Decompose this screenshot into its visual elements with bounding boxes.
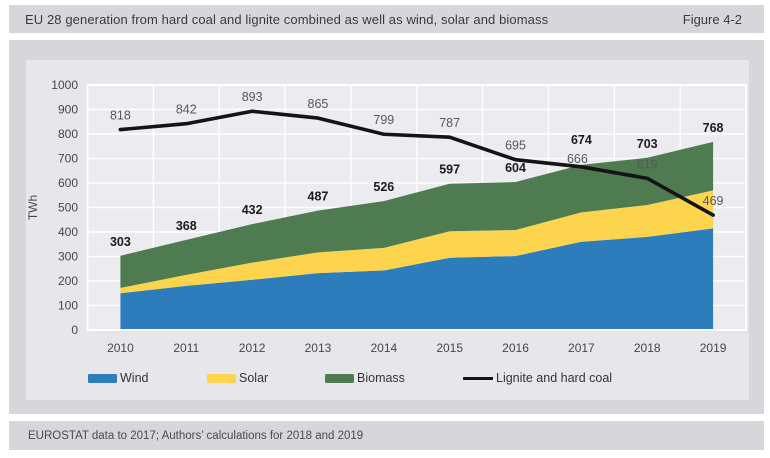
x-tick-label: 2011: [173, 341, 199, 355]
line-value-label: 893: [242, 90, 263, 104]
line-value-label: 469: [703, 194, 724, 208]
stack-total-label: 703: [637, 137, 658, 151]
x-tick-label: 2012: [239, 341, 266, 355]
stack-total-label: 674: [571, 133, 592, 147]
y-tick-label: 200: [58, 274, 78, 288]
line-value-label: 695: [505, 139, 526, 153]
area-biomass: [120, 141, 714, 288]
line-value-label: 818: [110, 109, 131, 123]
stack-total-label: 432: [242, 203, 263, 217]
legend-label-solar: Solar: [239, 371, 269, 385]
line-value-label: 666: [567, 152, 588, 166]
plot-border: [86, 84, 747, 331]
stack-total-label: 597: [439, 163, 460, 177]
legend-item-wind: Wind: [88, 372, 148, 384]
y-tick-label: 800: [58, 127, 78, 141]
x-tick-label: 2017: [568, 341, 595, 355]
y-tick-label: 600: [58, 176, 78, 190]
legend-item-biomass: Biomass: [325, 372, 405, 384]
figure-header-bar: EU 28 generation from hard coal and lign…: [9, 5, 764, 33]
stack-total-label: 487: [308, 190, 329, 204]
stack-total-label: 526: [373, 180, 394, 194]
stack-total-label: 368: [176, 219, 197, 233]
line-value-label: 787: [439, 116, 460, 130]
stack-total-label: 303: [110, 235, 131, 249]
lignite-hard-coal-line: [118, 109, 715, 217]
legend-label-wind: Wind: [120, 371, 149, 385]
stacked-area-chart: 0 100 200 300 400 500 600 700 800 900 1000 818 842 89…: [26, 78, 747, 355]
area-wind: [120, 228, 714, 330]
line-value-label: 799: [373, 113, 394, 127]
x-tick-label: 2014: [370, 341, 397, 355]
figure-footer-bar: EUROSTAT data to 2017; Authors’ calculat…: [9, 421, 764, 450]
legend-swatch-biomass: [325, 373, 354, 383]
y-tick-label: 400: [58, 225, 78, 239]
x-tick-label: 2013: [305, 341, 332, 355]
line-value-label: 865: [308, 97, 329, 111]
stack-total-label: 768: [703, 121, 724, 135]
x-tick-label: 2019: [700, 341, 727, 355]
chart-panel: 0 100 200 300 400 500 600 700 800 900 1000 818 842 89…: [9, 40, 764, 414]
x-tick-label: 2018: [634, 341, 661, 355]
line-value-label: 619: [637, 157, 658, 171]
y-tick-label: 100: [58, 299, 78, 313]
legend-item-lignite-and-hard-coal: Lignite and hard coal: [463, 372, 612, 384]
figure-number: Figure 4-2: [682, 11, 742, 27]
x-tick-label: 2015: [436, 341, 463, 355]
legend-swatch-solar: [207, 373, 236, 383]
line-value-label: 842: [176, 103, 197, 117]
chart-legend: Wind Solar Biomass Lignite and hard coal: [26, 372, 749, 386]
y-axis-title: TWh: [26, 195, 40, 220]
figure-title: EU 28 generation from hard coal and lign…: [25, 11, 549, 27]
legend-label-biomass: Biomass: [357, 371, 405, 385]
legend-swatch-lignite-and-hard-coal: [463, 376, 493, 380]
stack-total-label: 604: [505, 161, 526, 175]
x-tick-label: 2016: [502, 341, 529, 355]
y-tick-label: 300: [58, 250, 78, 264]
x-tick-label: 2010: [107, 341, 134, 355]
legend-label-lignite-and-hard-coal: Lignite and hard coal: [496, 371, 613, 385]
y-tick-label: 1000: [51, 78, 78, 92]
y-tick-label: 900: [58, 103, 78, 117]
area-solar: [120, 190, 714, 294]
legend-swatch-wind: [88, 373, 117, 383]
y-tick-label: 500: [58, 201, 78, 215]
y-tick-label: 700: [58, 152, 78, 166]
chart-figure: 0 100 200 300 400 500 600 700 800 900 1000 818 842 89…: [26, 60, 749, 400]
y-tick-label: 0: [71, 323, 78, 337]
source-note: EUROSTAT data to 2017; Authors’ calculat…: [28, 429, 364, 442]
legend-item-solar: Solar: [207, 372, 268, 384]
